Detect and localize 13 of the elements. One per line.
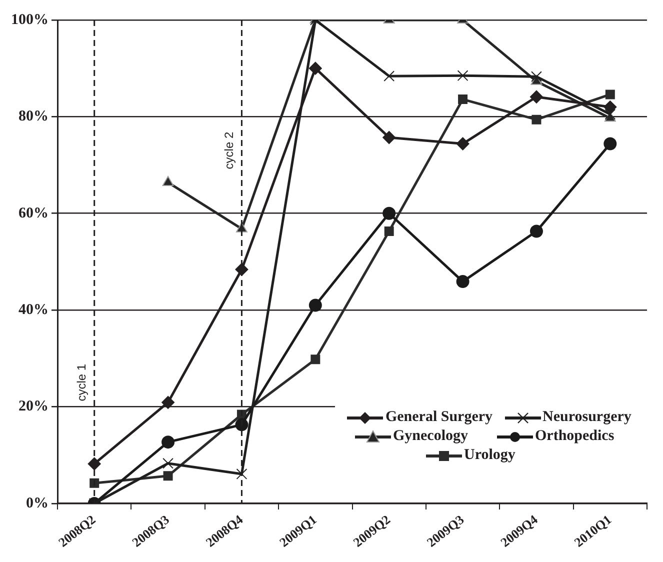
legend-label: Orthopedics: [535, 428, 614, 444]
legend-label: Neurosurgery: [542, 409, 632, 426]
y-tick-label: 20%: [18, 398, 48, 415]
legend-label: Urology: [464, 447, 516, 464]
ref-line-label: cycle 2: [222, 132, 236, 170]
y-tick-label: 0%: [26, 495, 48, 512]
y-tick-label: 100%: [11, 12, 48, 28]
ref-line-label: cycle 1: [74, 364, 89, 402]
legend-label: General Surgery: [385, 409, 493, 426]
legend-label: Gynecology: [393, 428, 468, 444]
y-tick-label: 40%: [18, 302, 48, 318]
y-tick-label: 60%: [18, 205, 48, 222]
y-tick-label: 80%: [18, 108, 48, 125]
